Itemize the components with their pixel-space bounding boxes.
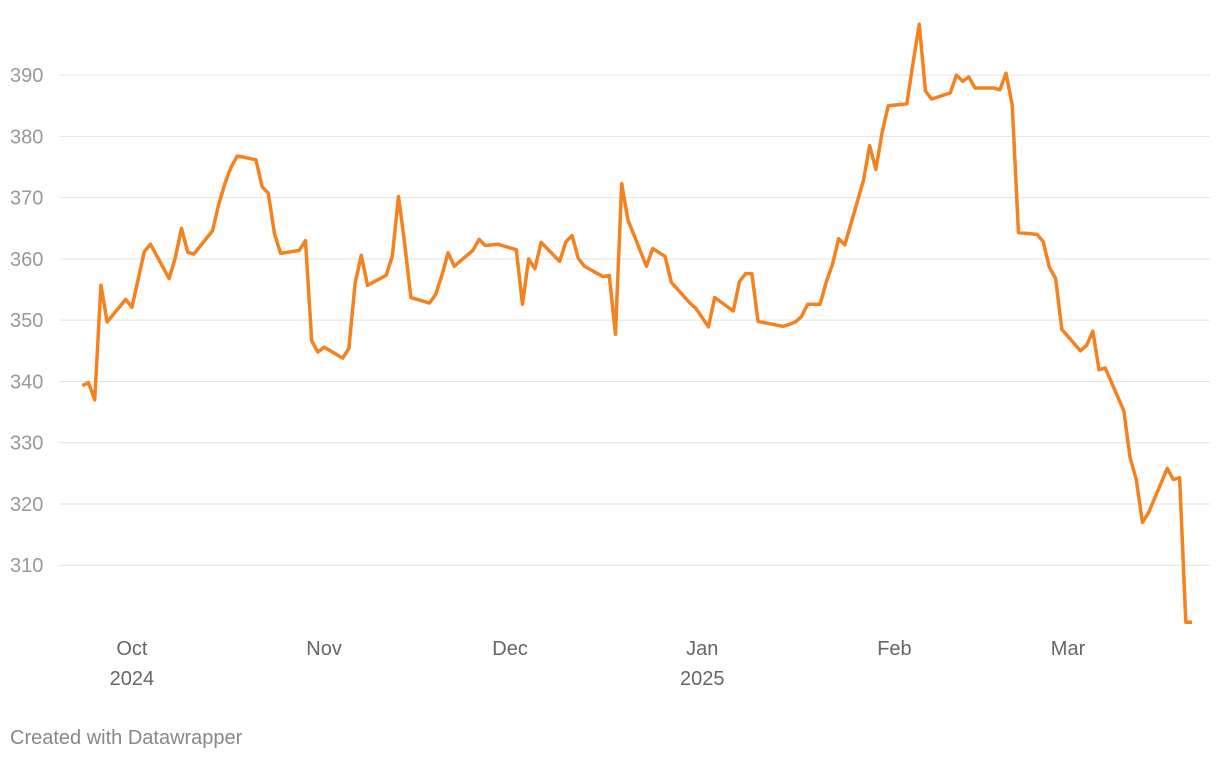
x-tick-label: Oct 2024 xyxy=(110,638,155,690)
y-tick-label: 330 xyxy=(10,433,43,455)
line xyxy=(81,22,1193,624)
x-tick-label: Mar xyxy=(1051,638,1086,660)
y-tick-label: 390 xyxy=(10,65,43,87)
y-tick-label: 370 xyxy=(10,188,43,210)
y-tick-label: 320 xyxy=(10,494,43,516)
credit: Created with Datawrapper xyxy=(10,727,243,749)
y-tick-label: 350 xyxy=(10,310,43,332)
y-tick-label: 340 xyxy=(10,371,43,393)
y-tick-label: 310 xyxy=(10,555,43,577)
x-tick-label: Dec xyxy=(492,638,528,660)
y-tick-label: 380 xyxy=(10,126,43,148)
x-tick-label: Nov xyxy=(306,638,342,660)
x-tick-label: Feb xyxy=(877,638,911,660)
y-tick-label: 360 xyxy=(10,249,43,271)
x-tick-label: Jan 2025 xyxy=(680,638,725,690)
